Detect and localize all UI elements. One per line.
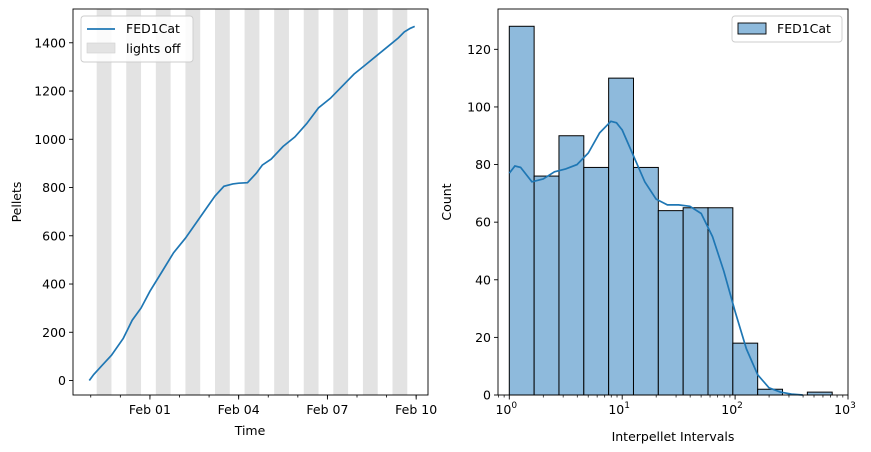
lights-off-band-4 [215, 9, 230, 395]
right-x-tick-label: 100 [495, 401, 517, 417]
right-y-tick-label: 60 [475, 215, 491, 230]
right-y-tick-label: 120 [467, 42, 491, 57]
histogram-bar-1 [533, 175, 560, 396]
left-x-tick-label: Feb 01 [129, 402, 171, 417]
histogram-bar-6 [657, 210, 684, 396]
left-plot-frame [72, 8, 429, 396]
right-y-tick-label: 80 [475, 157, 491, 172]
histogram-bars [508, 25, 833, 396]
right-x-tick-exponent: 3 [850, 401, 856, 411]
histogram-bar-5 [632, 166, 659, 396]
right-y-tick-label: 0 [483, 388, 491, 403]
left-y-tick-label: 400 [42, 277, 66, 292]
right-plot-frame [497, 8, 849, 396]
histogram-bar-2 [558, 135, 585, 396]
legend-label-fed1cat: FED1Cat [126, 21, 180, 36]
lights-off-band-7 [303, 9, 319, 395]
lights-off-bands [96, 9, 408, 395]
lights-off-band-9 [362, 9, 378, 395]
left-x-ticks: Feb 01 Feb 04 Feb 07 Feb 10 [90, 395, 437, 417]
histogram-bar-8 [707, 207, 734, 396]
left-y-tick-label: 600 [42, 228, 66, 243]
lights-off-band-2 [155, 9, 171, 395]
left-y-tick-label: 1400 [34, 35, 66, 50]
lights-off-band-5 [244, 9, 260, 395]
legend-patch-fed1cat [737, 22, 767, 35]
right-x-tick-exponent: 0 [511, 401, 517, 411]
left-legend: FED1Cat lights off [80, 15, 194, 63]
right-x-tick-label: 103 [834, 401, 856, 417]
left-x-tick-label: Feb 10 [395, 402, 437, 417]
right-y-tick-label: 40 [475, 272, 491, 287]
right-y-tick-label: 20 [475, 330, 491, 345]
histogram-bar-0 [508, 25, 535, 396]
lights-off-band-1 [126, 9, 142, 395]
histogram-bar-3 [583, 166, 610, 396]
right-x-tick-label: 102 [721, 401, 743, 417]
histogram-bar-4 [608, 77, 634, 396]
lights-off-band-6 [274, 9, 289, 395]
left-y-tick-label: 1000 [34, 132, 66, 147]
right-x-axis-label: Interpellet Intervals [612, 429, 735, 444]
histogram-bar-9 [732, 342, 759, 396]
right-y-ticks: 0 20 40 60 80 100 120 [467, 42, 498, 403]
lights-off-band-8 [333, 9, 349, 395]
left-y-tick-label: 800 [42, 180, 66, 195]
right-legend-box [731, 15, 843, 43]
left-x-tick-label: Feb 07 [306, 402, 348, 417]
histogram-bar-7 [682, 207, 709, 396]
left-x-axis-label: Time [234, 423, 266, 438]
legend-label-lights-off: lights off [126, 41, 181, 56]
left-y-tick-label: 200 [42, 325, 66, 340]
left-y-ticks: 0 200 400 600 800 1000 1200 1400 [34, 35, 73, 388]
right-x-tick-exponent: 1 [624, 401, 630, 411]
right-y-tick-label: 100 [467, 99, 491, 114]
fed1cat-pellets-line [88, 25, 416, 382]
lights-off-band-10 [392, 9, 408, 395]
right-x-tick-label: 101 [608, 401, 630, 417]
left-y-tick-label: 0 [58, 373, 66, 388]
right-x-tick-exponent: 2 [737, 401, 743, 411]
left-y-axis-label: Pellets [9, 182, 24, 223]
right-y-axis-label: Count [439, 183, 454, 220]
left-y-tick-label: 1200 [34, 84, 66, 99]
left-x-tick-label: Feb 04 [218, 402, 260, 417]
lights-off-band-3 [185, 9, 201, 395]
right-x-ticks: 100 101 102 103 [495, 395, 856, 417]
legend-label-fed1cat-hist: FED1Cat [777, 21, 831, 36]
right-legend: FED1Cat [731, 15, 843, 43]
kde-curve [508, 120, 803, 396]
lights-off-band-0 [96, 9, 112, 395]
legend-patch-lights-off [86, 42, 116, 54]
